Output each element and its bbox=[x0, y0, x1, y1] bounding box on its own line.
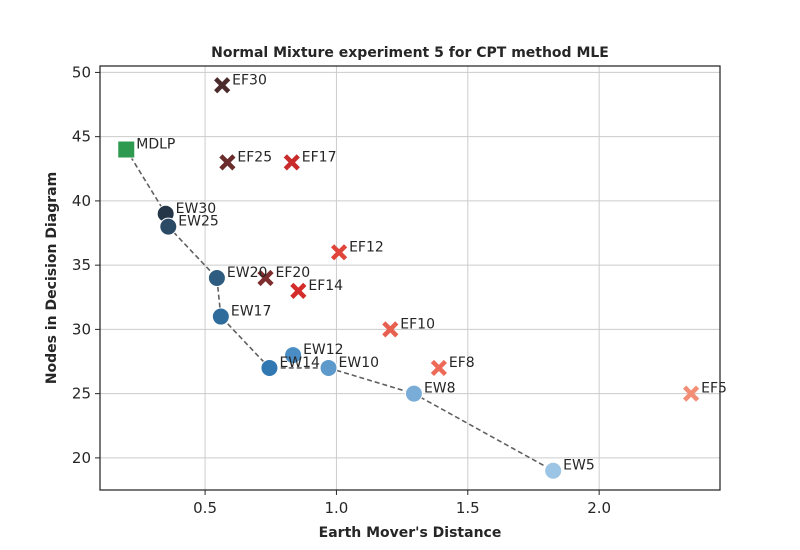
point-ew5 bbox=[544, 461, 563, 480]
point-ew14 bbox=[260, 358, 279, 377]
point-label: EW5 bbox=[563, 458, 595, 474]
point-label: EW12 bbox=[303, 342, 344, 358]
y-tick-label: 40 bbox=[72, 192, 91, 210]
point-mdlp bbox=[117, 140, 136, 159]
data-points bbox=[117, 77, 700, 480]
point-ef12 bbox=[330, 244, 348, 261]
y-tick-label: 20 bbox=[72, 449, 91, 467]
point-ef25 bbox=[219, 154, 236, 171]
point-label: EF10 bbox=[400, 316, 435, 332]
point-ew12 bbox=[284, 346, 303, 365]
point-ew25 bbox=[159, 217, 178, 236]
chart-title: Normal Mixture experiment 5 for CPT meth… bbox=[211, 45, 609, 61]
x-tick-label: 2.0 bbox=[587, 499, 611, 517]
frontier-line bbox=[125, 149, 554, 472]
point-ef5 bbox=[683, 385, 700, 402]
point-label: EW8 bbox=[424, 381, 456, 397]
point-label: MDLP bbox=[136, 137, 175, 153]
point-ef10 bbox=[382, 321, 399, 338]
point-ew20 bbox=[207, 269, 226, 287]
x-tick-label: 1.0 bbox=[325, 499, 349, 517]
point-label: EW14 bbox=[279, 355, 320, 371]
axis-ticks: 0.5 1.0 1.5 2.0 20 25 30 35 40 45 50 bbox=[72, 63, 611, 517]
y-axis-label: Nodes in Decision Diagram bbox=[44, 172, 60, 384]
y-tick-label: 35 bbox=[72, 256, 91, 274]
point-label: EW25 bbox=[178, 214, 219, 230]
point-label: EF25 bbox=[237, 149, 272, 165]
point-label: EW17 bbox=[231, 304, 272, 320]
grid-lines bbox=[100, 66, 720, 490]
point-ew8 bbox=[404, 384, 423, 403]
point-ef14 bbox=[290, 282, 307, 299]
point-ew10 bbox=[319, 358, 338, 377]
point-ef17 bbox=[283, 154, 300, 171]
point-label: EF5 bbox=[701, 381, 727, 397]
point-ef8 bbox=[430, 359, 447, 377]
y-tick-label: 45 bbox=[72, 128, 91, 146]
point-ef30 bbox=[214, 77, 231, 94]
point-label: EF8 bbox=[449, 355, 475, 371]
point-label: EW30 bbox=[176, 201, 217, 217]
point-label: EW20 bbox=[227, 265, 268, 281]
plot-frame bbox=[99, 65, 721, 491]
y-tick-label: 50 bbox=[72, 63, 91, 81]
y-tick-label: 25 bbox=[72, 385, 91, 403]
point-label: EF12 bbox=[349, 239, 384, 255]
point-ew17 bbox=[211, 307, 230, 326]
point-label: EF30 bbox=[232, 72, 267, 88]
x-axis-label: Earth Mover's Distance bbox=[319, 525, 502, 541]
point-label: EF17 bbox=[302, 149, 337, 165]
point-label: EW10 bbox=[339, 355, 380, 371]
x-tick-label: 0.5 bbox=[193, 499, 217, 517]
point-label: EF20 bbox=[276, 265, 311, 281]
x-tick-label: 1.5 bbox=[456, 499, 480, 517]
point-ef20 bbox=[257, 269, 274, 287]
point-label: EF14 bbox=[308, 278, 343, 294]
y-tick-label: 30 bbox=[72, 320, 91, 338]
